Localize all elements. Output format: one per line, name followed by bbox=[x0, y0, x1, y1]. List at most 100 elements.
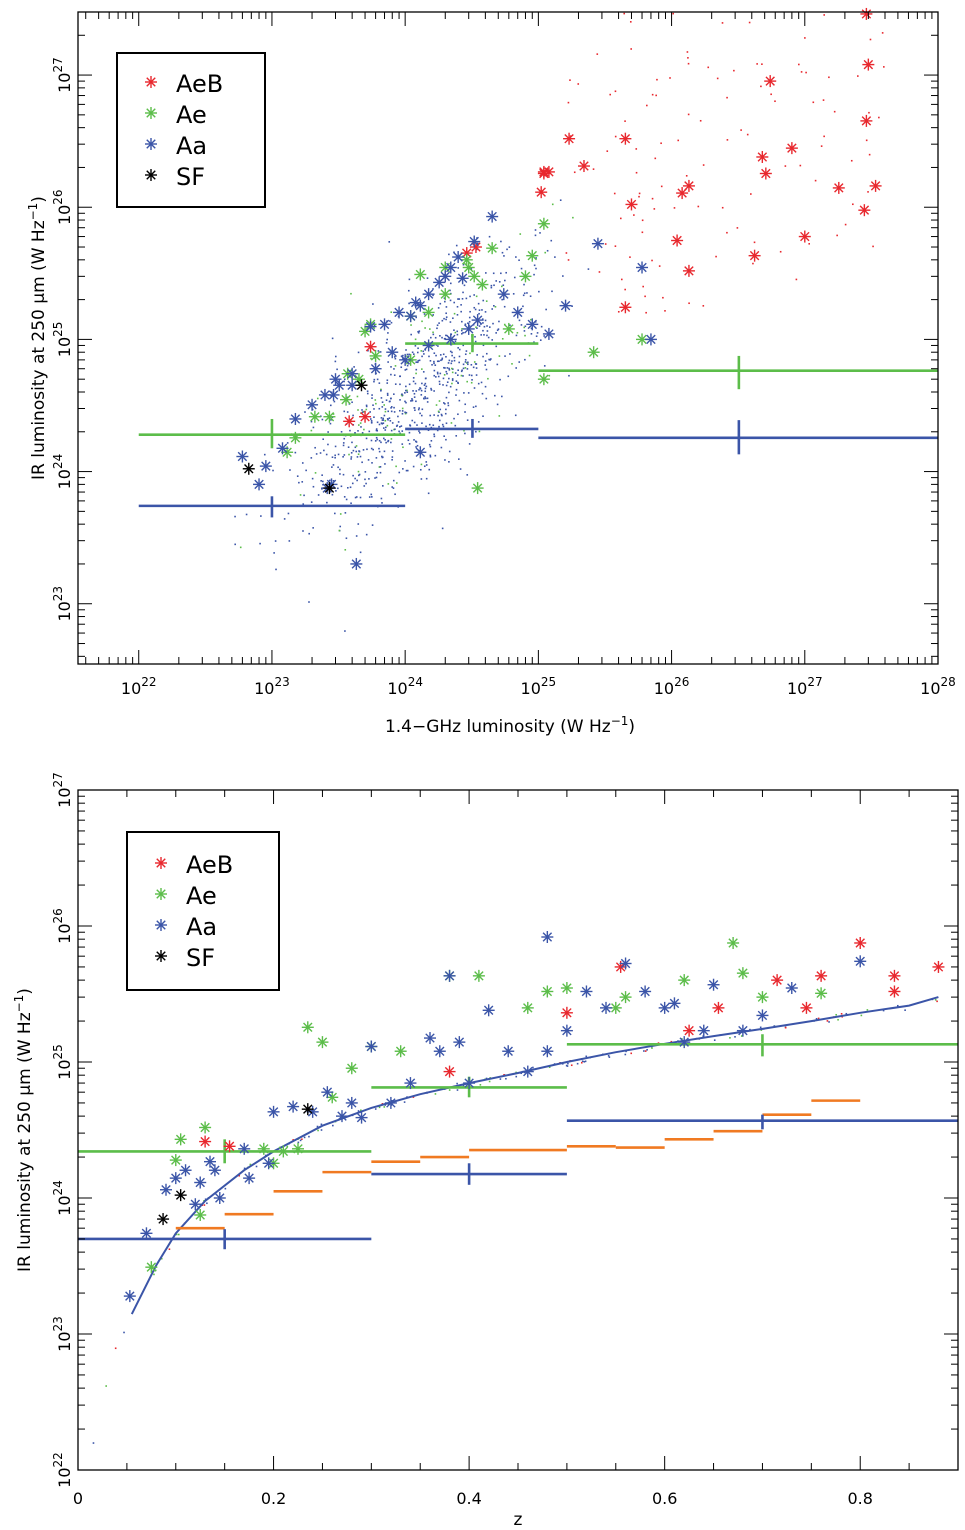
y-tick-label: 1025 bbox=[51, 1044, 74, 1080]
faint-dot bbox=[865, 139, 868, 142]
faint-dot bbox=[301, 481, 304, 483]
faint-dot bbox=[483, 325, 486, 328]
faint-dot bbox=[408, 383, 411, 386]
faint-dot bbox=[401, 430, 404, 432]
faint-dot bbox=[453, 329, 455, 331]
faint-dot bbox=[408, 443, 411, 445]
faint-dot bbox=[476, 354, 478, 356]
faint-dot bbox=[619, 217, 622, 220]
faint-dot bbox=[629, 256, 631, 258]
faint-dot bbox=[446, 372, 448, 375]
point-ae bbox=[471, 482, 484, 495]
faint-dot bbox=[429, 445, 432, 448]
point-aa bbox=[384, 1096, 397, 1109]
faint-dot bbox=[456, 305, 459, 308]
faint-dot bbox=[565, 1064, 568, 1067]
faint-dot bbox=[699, 119, 702, 122]
faint-dot bbox=[332, 464, 335, 466]
faint-dot bbox=[373, 378, 376, 381]
bottom-legend-box bbox=[126, 831, 280, 991]
point-aa bbox=[365, 1040, 378, 1053]
point-ae bbox=[345, 1062, 358, 1075]
bottom-x-axis-label: z bbox=[514, 1510, 523, 1530]
faint-dot bbox=[540, 325, 543, 328]
faint-dot bbox=[243, 1167, 246, 1170]
point-ae bbox=[619, 991, 632, 1004]
faint-dot bbox=[425, 385, 428, 388]
faint-dot bbox=[441, 414, 443, 417]
faint-dot bbox=[635, 171, 638, 174]
faint-dot bbox=[444, 300, 446, 303]
point-aa bbox=[452, 251, 465, 264]
point-ae bbox=[308, 410, 321, 423]
faint-dot bbox=[395, 425, 398, 427]
faint-dot bbox=[371, 496, 373, 498]
point-aa bbox=[497, 288, 510, 301]
faint-dot bbox=[447, 402, 449, 404]
faint-dot bbox=[478, 309, 481, 311]
faint-dot bbox=[386, 418, 389, 420]
faint-dot bbox=[614, 245, 617, 247]
faint-dot bbox=[444, 402, 446, 405]
faint-dot bbox=[520, 267, 523, 270]
faint-dot bbox=[463, 429, 465, 432]
faint-dot bbox=[506, 248, 508, 251]
faint-dot bbox=[304, 411, 306, 413]
point-aa bbox=[327, 388, 340, 401]
faint-dot bbox=[672, 12, 674, 15]
faint-dot bbox=[486, 325, 488, 327]
faint-dot bbox=[342, 473, 345, 476]
faint-dot bbox=[453, 417, 455, 420]
point-ae bbox=[727, 936, 740, 949]
faint-dot bbox=[523, 283, 525, 286]
faint-dot bbox=[687, 113, 690, 116]
faint-dot bbox=[334, 445, 337, 448]
faint-dot bbox=[459, 468, 462, 470]
point-aeb bbox=[343, 415, 356, 428]
point-aa bbox=[439, 270, 452, 283]
faint-dot bbox=[567, 259, 570, 261]
faint-dot bbox=[390, 410, 393, 413]
faint-dot bbox=[353, 366, 355, 368]
legend-label-aa: Aa bbox=[186, 913, 217, 941]
faint-dot bbox=[394, 383, 397, 385]
faint-dot bbox=[435, 404, 438, 406]
faint-dot bbox=[630, 48, 632, 50]
faint-dot bbox=[467, 322, 469, 325]
faint-dot bbox=[407, 439, 410, 442]
faint-dot bbox=[417, 347, 419, 350]
faint-dot bbox=[331, 493, 334, 496]
faint-dot bbox=[434, 1093, 437, 1095]
faint-dot bbox=[442, 353, 445, 356]
point-ae bbox=[292, 1142, 304, 1155]
faint-dot bbox=[405, 349, 407, 351]
faint-dot bbox=[381, 456, 384, 459]
faint-dot bbox=[469, 352, 471, 355]
faint-dot bbox=[301, 1138, 303, 1141]
faint-dot bbox=[388, 417, 391, 419]
faint-dot bbox=[455, 380, 458, 382]
faint-dot bbox=[815, 1018, 818, 1020]
faint-dot bbox=[382, 485, 384, 487]
faint-dot bbox=[405, 411, 408, 414]
faint-dot bbox=[371, 462, 373, 464]
faint-dot bbox=[373, 324, 376, 327]
faint-dot bbox=[644, 295, 646, 298]
faint-dot bbox=[449, 321, 452, 323]
faint-dot bbox=[651, 259, 653, 262]
faint-dot bbox=[380, 422, 383, 424]
faint-dot bbox=[458, 355, 461, 358]
faint-dot bbox=[429, 328, 431, 330]
faint-dot bbox=[417, 359, 420, 362]
point-aa bbox=[189, 1198, 202, 1211]
faint-dot bbox=[624, 1053, 627, 1056]
faint-dot bbox=[287, 512, 290, 515]
faint-dot bbox=[393, 374, 396, 376]
faint-dot bbox=[339, 525, 342, 528]
point-aeb bbox=[619, 301, 632, 314]
faint-dot bbox=[868, 111, 870, 114]
faint-dot bbox=[474, 340, 477, 343]
faint-dot bbox=[370, 357, 372, 360]
faint-dot bbox=[351, 482, 354, 485]
faint-dot bbox=[426, 277, 429, 279]
